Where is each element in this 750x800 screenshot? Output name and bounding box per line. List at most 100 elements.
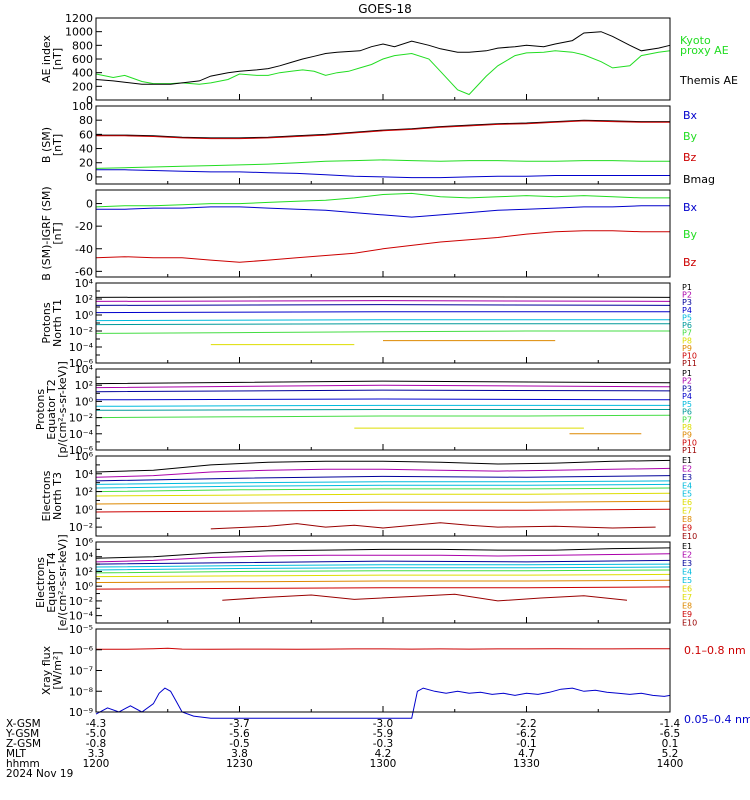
y-tick-label: 10⁴ xyxy=(75,468,94,481)
y-axis-label: North T3 xyxy=(51,472,64,520)
y-tick-label: 10⁻⁴ xyxy=(69,341,94,354)
series-line-e9 xyxy=(95,586,671,590)
series-line-p7 xyxy=(95,330,670,334)
legend-entry: P10 xyxy=(682,438,697,447)
y-tick-label: 10⁴ xyxy=(75,277,94,290)
legend-entry: E7 xyxy=(682,507,692,516)
legend-entry: P6 xyxy=(682,321,692,330)
series-line-p6 xyxy=(95,409,670,411)
y-tick-label: 800 xyxy=(72,39,93,52)
series-line-bmag xyxy=(96,119,670,139)
y-tick-label: 10² xyxy=(75,293,93,306)
series-line-e5 xyxy=(95,566,671,571)
y-tick-label: 400 xyxy=(72,67,93,80)
legend-entry: P3 xyxy=(682,384,692,393)
orbit-value: -5.6 xyxy=(229,728,250,740)
legend-entry: E4 xyxy=(682,481,692,490)
series-line-p6 xyxy=(95,323,670,326)
y-axis-label: [nT] xyxy=(51,48,64,70)
legend-entry: E6 xyxy=(682,585,692,594)
y-tick-label: 10⁴ xyxy=(75,551,94,564)
legend-entry: P4 xyxy=(682,392,692,401)
orbit-value: -4.3 xyxy=(86,718,107,730)
legend-entry: E6 xyxy=(682,498,692,507)
y-tick-label: 20 xyxy=(79,157,93,170)
legend-entry: P5 xyxy=(682,400,692,409)
orbit-row-label: Y-GSM xyxy=(5,728,39,740)
legend-entry: P6 xyxy=(682,408,692,417)
y-tick-label: 200 xyxy=(72,80,93,93)
series-line-e3 xyxy=(95,475,671,482)
series-line-p3 xyxy=(95,304,671,306)
y-tick-label: 10⁻² xyxy=(69,595,93,608)
legend-entry: P3 xyxy=(682,298,692,307)
legend-entry: Bx xyxy=(683,109,698,122)
legend-entry: P8 xyxy=(682,423,692,432)
orbit-date: 2024 Nov 19 xyxy=(6,768,73,780)
orbit-value: 1400 xyxy=(657,758,684,770)
orbit-value: -6.5 xyxy=(660,728,681,740)
y-axis-label: [nT] xyxy=(51,222,64,244)
legend-entry: E1 xyxy=(682,456,692,465)
legend-entry: E10 xyxy=(682,619,697,628)
legend-entry: 0.05–0.4 nm xyxy=(684,713,750,726)
legend-entry: E10 xyxy=(682,532,697,541)
legend-entry: Bz xyxy=(683,151,697,164)
legend-entry: By xyxy=(683,228,698,241)
legend-entry: By xyxy=(683,130,698,143)
y-axis-label: Equator T2 xyxy=(45,379,58,439)
y-tick-label: 80 xyxy=(79,114,93,127)
y-tick-label: 10⁻⁴ xyxy=(69,610,94,623)
orbit-row-label: X-GSM xyxy=(6,718,41,730)
y-axis-label: AE index xyxy=(40,34,53,83)
y-axis-label: B (SM) xyxy=(40,127,53,163)
series-line-p3 xyxy=(95,389,671,393)
y-tick-label: 10⁴ xyxy=(75,363,94,376)
legend-entry: Bz xyxy=(683,256,697,269)
orbit-value: -0.3 xyxy=(373,738,394,750)
series-line-by xyxy=(95,192,670,208)
legend-entry: E5 xyxy=(682,576,692,585)
orbit-value: -1.4 xyxy=(660,718,681,730)
orbit-value: -5.0 xyxy=(86,728,107,740)
legend-entry: P2 xyxy=(682,291,692,300)
orbit-value: -5.9 xyxy=(373,728,394,740)
orbit-value: -0.8 xyxy=(86,738,107,750)
series-line-0-05-0-4-nm xyxy=(95,687,671,719)
y-axis-label: [e/(cm²-s-sr-keV)] xyxy=(56,534,69,630)
y-tick-label: -40 xyxy=(75,243,93,256)
orbit-value: -3.0 xyxy=(373,718,394,730)
y-tick-label: 10⁻⁴ xyxy=(69,428,94,441)
series-line-p5 xyxy=(95,319,670,322)
orbit-value: 4.2 xyxy=(375,748,392,760)
series-line-e1 xyxy=(95,459,671,473)
y-tick-label: 0 xyxy=(86,171,93,184)
legend-entry: E5 xyxy=(682,490,692,499)
y-tick-label: 10⁰ xyxy=(75,580,94,593)
y-axis-label: B (SM)-IGRF (SM) xyxy=(40,186,53,280)
y-tick-label: 10² xyxy=(75,486,93,499)
panel-frame xyxy=(95,189,671,278)
legend-entry: P7 xyxy=(682,329,692,338)
orbit-value: -0.1 xyxy=(516,738,537,750)
legend-entry: P1 xyxy=(682,283,692,292)
legend-entry: Themis AE xyxy=(679,74,738,87)
orbit-value: -3.7 xyxy=(229,718,250,730)
legend-entry: P5 xyxy=(682,313,692,322)
y-tick-label: 600 xyxy=(72,53,93,66)
y-tick-label: 10⁻⁸ xyxy=(69,685,94,698)
orbit-value: -2.2 xyxy=(516,718,537,730)
legend-entry: E3 xyxy=(682,559,692,568)
series-line-themis-ae xyxy=(95,31,671,85)
legend-entry: proxy AE xyxy=(680,44,729,57)
y-tick-label: 10⁻² xyxy=(69,325,93,338)
legend-entry: P11 xyxy=(682,446,697,455)
orbit-row-label: MLT xyxy=(6,748,26,760)
series-line-p4 xyxy=(95,311,670,314)
y-tick-label: 10⁰ xyxy=(75,395,94,408)
series-line-e6 xyxy=(95,487,671,493)
series-line-bx xyxy=(96,169,670,179)
